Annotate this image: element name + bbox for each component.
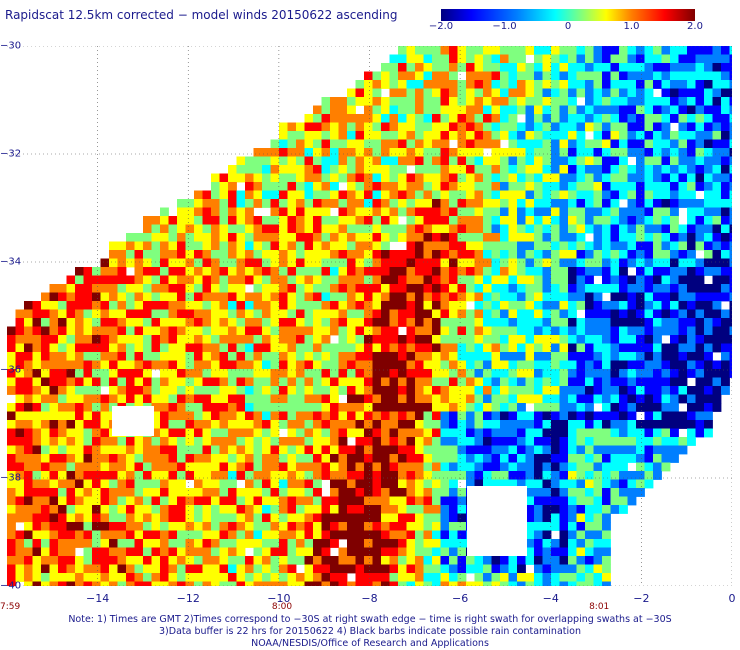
wind-difference-map [7,46,732,586]
colorbar-tick-label: 2.0 [687,21,703,32]
note-line-1: Note: 1) Times are GMT 2)Times correspon… [68,614,672,625]
longitude-label: −12 [176,592,200,605]
latitude-label: −38 [0,472,22,484]
latitude-label: −32 [0,148,22,160]
longitude-label: −4 [542,592,559,605]
data-gap [467,486,527,556]
longitude-label: −14 [86,592,110,605]
colorbar-tick-label: 0 [564,21,572,32]
longitude-label: −6 [452,592,469,605]
time-label: 8:01 [589,602,610,612]
latitude-label: −30 [0,40,22,52]
longitude-label: −8 [361,592,378,605]
colorbar-tick-label: 1.0 [623,21,640,32]
time-label: 8:00 [271,602,293,612]
latitude-label: −40 [0,580,22,592]
colorbar [441,9,695,21]
time-label: 7:59 [0,602,21,612]
latitude-label: −36 [0,364,22,376]
colorbar-tick-label: −2.0 [428,21,454,32]
longitude-label: −2 [633,592,650,605]
longitude-label: 0 [728,592,736,605]
longitude-label: −10 [267,592,291,605]
latitude-label: −34 [0,256,22,268]
map-grid [7,46,732,586]
note-line-3: NOAA/NESDIS/Office of Research and Appli… [251,638,489,649]
colorbar-tick-label: −1.0 [492,21,517,32]
note-line-2: 3)Data buffer is 22 hrs for 20150622 4) … [159,626,581,637]
page-title: Rapidscat 12.5km corrected − model winds… [5,8,398,22]
island-gap [112,406,154,436]
